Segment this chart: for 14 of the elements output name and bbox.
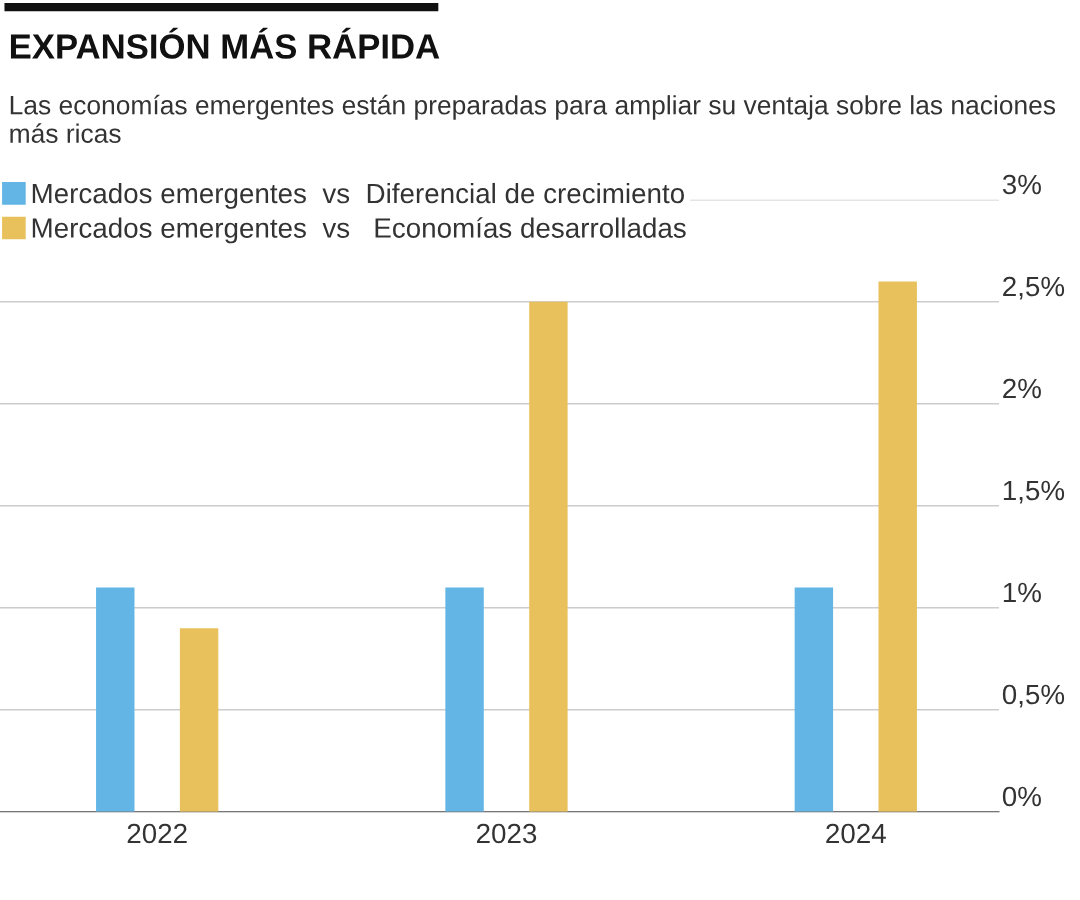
y-tick-label: 0% (1002, 786, 1041, 807)
x-tick-label: 2024 (826, 823, 886, 844)
y-tick-label: 1,5% (1003, 480, 1065, 504)
y-tick-label: 0,5% (1002, 684, 1065, 708)
y-tick-label: 1% (1003, 582, 1041, 603)
y-tick-label: 3% (1002, 174, 1041, 195)
legend-label: Mercados emergentes vs Diferencial de crecimiento (32, 182, 684, 209)
chart-subtitle: Las economías emergentes están preparadas para ampliar su ventaja sobre las naciones más ricas (10, 94, 1056, 143)
y-tick-label: 2,5% (1003, 276, 1065, 300)
chart-title: EXPANSIÓN MÁS RÁPIDA (10, 27, 440, 59)
legend-label: Mercados emergentes vs Economías desarrolladas (32, 217, 686, 244)
x-tick-label: 2022 (127, 823, 187, 844)
x-tick-label: 2023 (476, 823, 537, 844)
y-tick-label: 2% (1003, 378, 1041, 399)
